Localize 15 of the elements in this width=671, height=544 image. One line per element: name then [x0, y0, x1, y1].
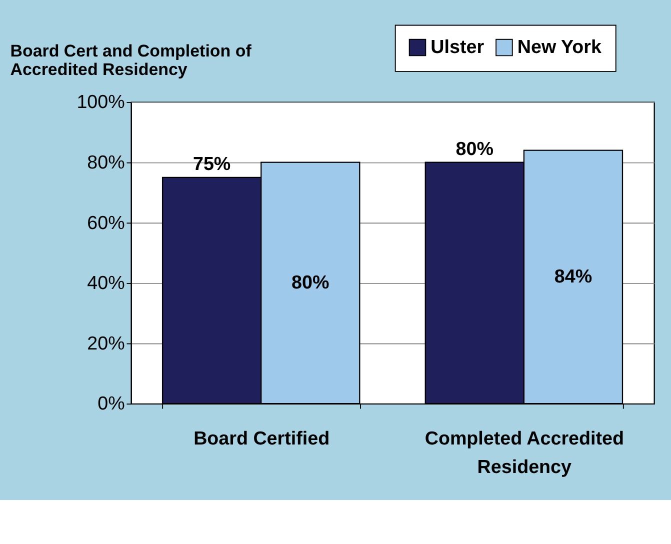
y-tick-label: 100%	[76, 91, 126, 112]
y-tick-label: 60%	[87, 212, 126, 233]
chart-title: Board Cert and Completion of Accredited Residency	[10, 41, 252, 80]
x-tick-label: Board Certified	[194, 428, 330, 449]
data-label: 80%	[292, 272, 330, 293]
legend-label: Ulster	[430, 36, 485, 58]
legend-label: New York	[517, 36, 602, 58]
y-tick-label: 0%	[98, 392, 126, 414]
x-tick-label: Completed Accredited Residency	[424, 428, 624, 477]
y-tick-label: 40%	[87, 272, 126, 294]
data-label: 75%	[192, 152, 231, 174]
y-tick-label: 80%	[87, 151, 126, 172]
data-label: 84%	[554, 266, 592, 287]
data-label: 80%	[456, 138, 494, 159]
y-tick-label: 20%	[87, 332, 126, 354]
